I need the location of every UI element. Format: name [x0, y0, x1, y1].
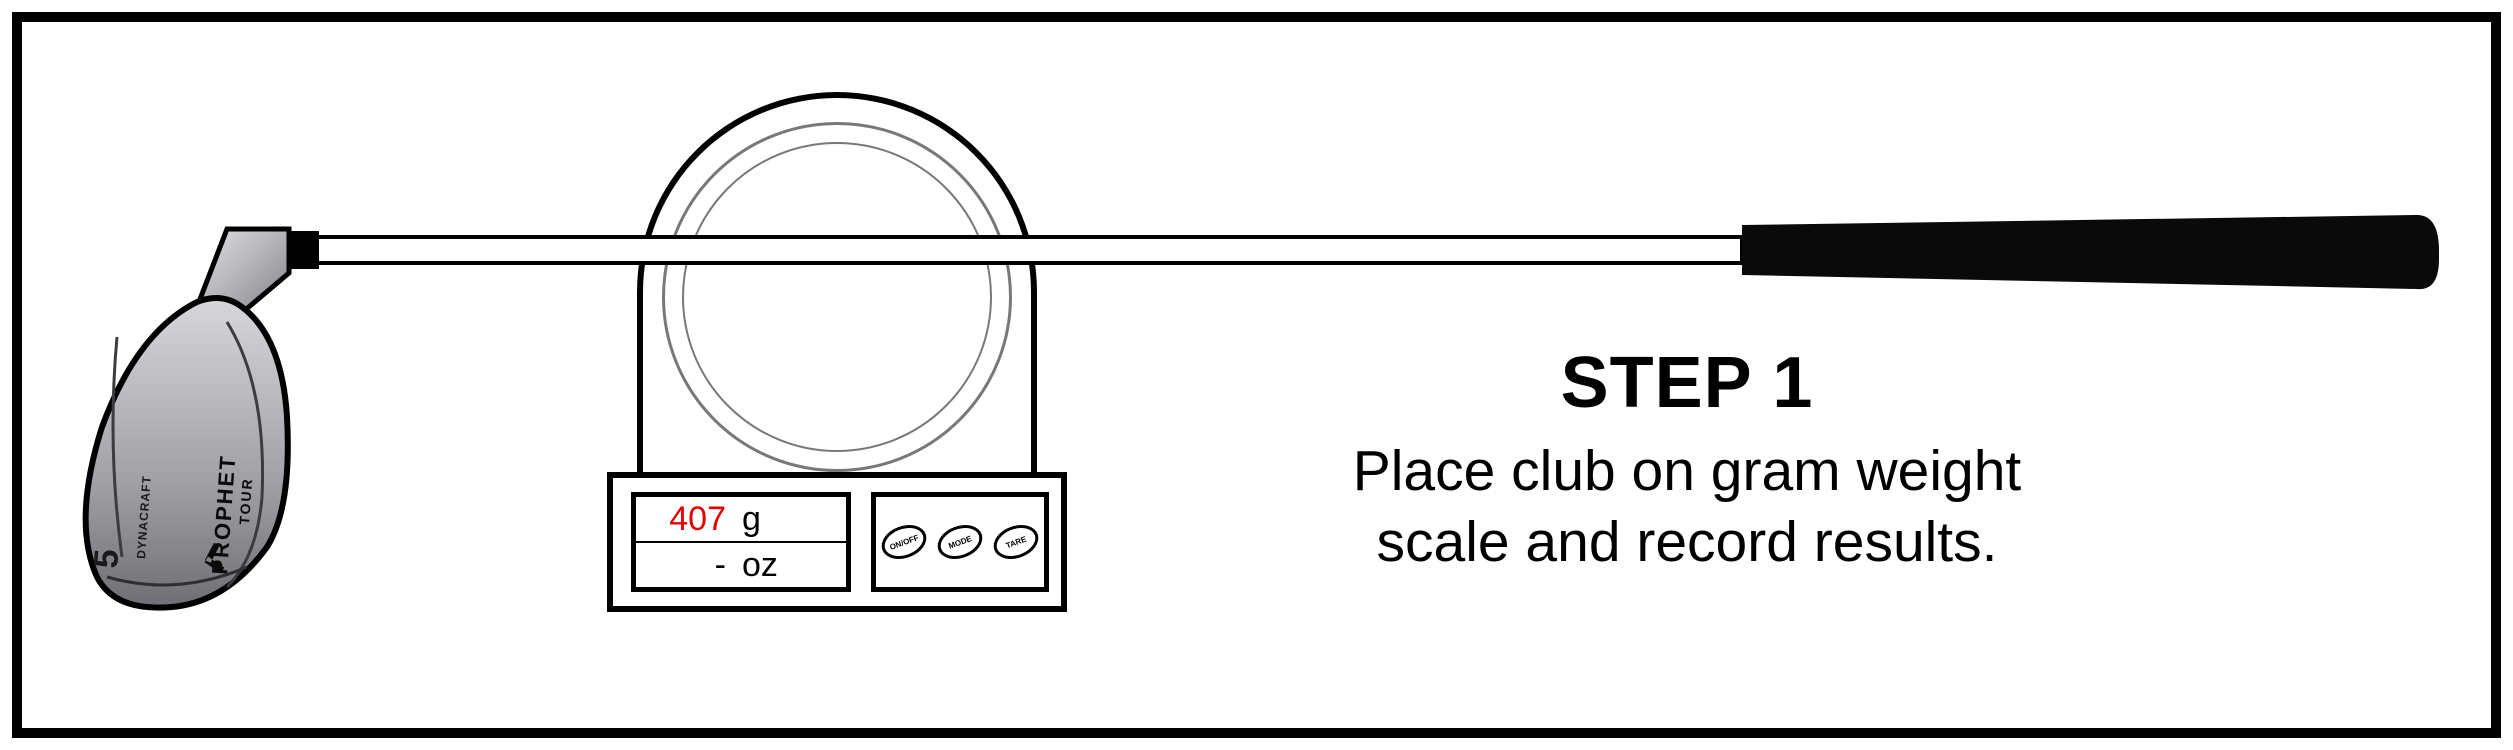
scale-grams-value: 407 — [646, 500, 726, 539]
club-model-sub: TOUR — [236, 477, 255, 525]
scale-oz-value: - — [646, 546, 726, 585]
club-logo-icon — [204, 542, 226, 573]
step-text-block: STEP 1 Place club on gram weight scale a… — [1162, 342, 2212, 579]
outer-frame: 407 g - oz ON/OFF MODE TARE — [12, 12, 2501, 738]
scale-oz-unit: oz — [742, 546, 778, 585]
club-grip — [1742, 215, 2439, 289]
content-area: 407 g - oz ON/OFF MODE TARE — [22, 22, 2491, 728]
step-body: Place club on gram weight scale and reco… — [1162, 436, 2212, 579]
step-title: STEP 1 — [1162, 342, 2212, 424]
scale-base: 407 g - oz ON/OFF MODE TARE — [607, 472, 1067, 612]
club-hosel — [197, 229, 289, 317]
step-body-line1: Place club on gram weight — [1353, 439, 2022, 503]
club-iron-number: 5 — [87, 548, 126, 570]
gram-scale: 407 g - oz ON/OFF MODE TARE — [607, 92, 1067, 612]
scale-plate-ring-inner — [682, 142, 992, 452]
step-body-line2: scale and record results. — [1377, 510, 1998, 574]
scale-buttons-panel: ON/OFF MODE TARE — [871, 492, 1049, 592]
club-model: PROPHET — [207, 454, 240, 576]
scale-row-oz: - oz — [636, 543, 846, 587]
scale-button-tare: TARE — [989, 519, 1043, 565]
club-brand-small: DYNACRAFT — [134, 475, 154, 559]
scale-row-grams: 407 g — [636, 497, 846, 543]
club-ferrule — [267, 231, 319, 269]
club-head: 5 DYNACRAFT PROPHET TOUR — [86, 298, 288, 608]
scale-display: 407 g - oz — [631, 492, 851, 592]
scale-button-onoff: ON/OFF — [877, 519, 931, 565]
scale-grams-unit: g — [742, 500, 761, 539]
scale-button-mode: MODE — [933, 519, 987, 565]
